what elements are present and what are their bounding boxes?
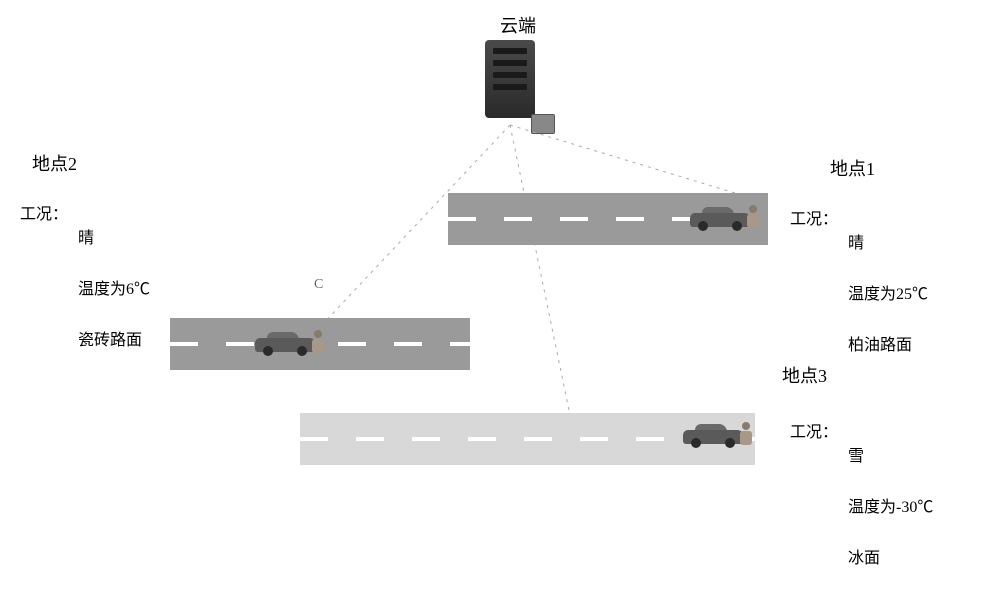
location-3-cond-label: 工况： — [790, 418, 838, 442]
cloud-label: 云端 — [500, 12, 536, 38]
conn-line-1 — [510, 125, 758, 200]
conn-line-3 — [510, 125, 570, 415]
cloud-server-icon — [485, 40, 545, 130]
vehicle-3-icon — [683, 422, 745, 448]
location-3-conditions: 雪 温度为-30℃ 冰面 — [848, 418, 933, 597]
location-1-conditions: 晴 温度为25℃ 柏油路面 — [848, 205, 928, 384]
location-1-title: 地点1 — [830, 155, 875, 181]
vehicle-1-icon — [690, 205, 752, 231]
location-3-title: 地点3 — [782, 362, 827, 388]
stray-letter: C — [314, 277, 323, 293]
location-2-cond-label: 工况： — [20, 200, 68, 224]
location-1-cond-label: 工况： — [790, 205, 838, 229]
location-2-conditions: 晴 温度为6℃ 瓷砖路面 — [78, 200, 150, 379]
vehicle-2-icon — [255, 330, 317, 356]
location-2-title: 地点2 — [32, 150, 77, 176]
